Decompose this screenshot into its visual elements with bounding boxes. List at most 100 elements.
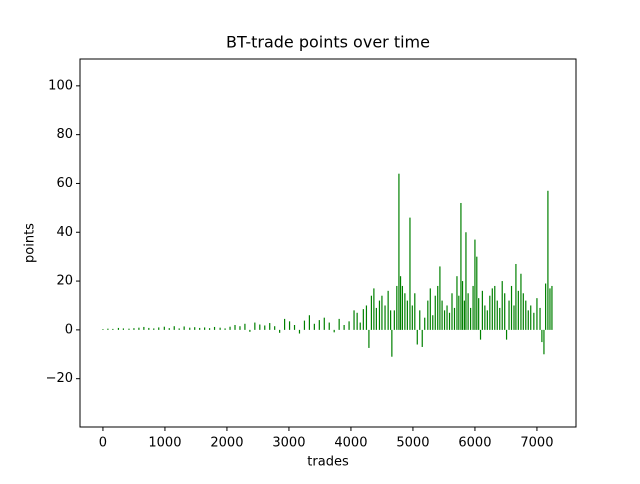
bar <box>551 285 553 330</box>
bar <box>424 317 426 330</box>
bar <box>133 328 135 330</box>
y-tick-label: 80 <box>56 127 73 142</box>
plot-frame <box>79 58 577 428</box>
bar <box>460 202 462 330</box>
bar <box>399 276 402 330</box>
x-tick-label: 0 <box>99 436 107 451</box>
chart-title: BT-trade points over time <box>226 33 430 52</box>
bar <box>539 307 541 330</box>
bar <box>545 283 547 330</box>
bar <box>458 295 460 330</box>
bar <box>472 285 474 330</box>
bar <box>501 281 503 330</box>
bar <box>504 293 506 330</box>
bar <box>244 323 246 330</box>
bar <box>173 326 175 330</box>
bar <box>356 312 358 330</box>
bar <box>303 320 306 330</box>
bar <box>491 288 493 330</box>
bar <box>107 328 109 330</box>
bar <box>308 315 310 330</box>
bar <box>112 328 114 330</box>
bar <box>470 307 472 330</box>
bar <box>204 327 206 330</box>
bar <box>343 324 345 330</box>
bar <box>323 317 325 330</box>
bar <box>224 328 226 330</box>
y-tick-label: 20 <box>56 274 73 289</box>
bar <box>515 263 517 330</box>
bar <box>525 300 527 330</box>
x-axis-label: trades <box>307 455 349 470</box>
bar <box>298 329 301 334</box>
x-tick-label: 2000 <box>210 436 243 451</box>
bar <box>456 276 458 330</box>
bar <box>478 298 480 330</box>
bar <box>199 327 201 330</box>
bar <box>479 329 482 340</box>
bar <box>409 217 411 330</box>
bar <box>333 329 335 333</box>
bar <box>234 324 236 330</box>
bar <box>547 190 549 330</box>
bar <box>427 300 429 330</box>
bar <box>513 305 515 330</box>
bar <box>153 328 155 330</box>
bar <box>481 290 483 330</box>
bar <box>208 328 211 330</box>
bar <box>499 307 501 330</box>
bar <box>168 328 170 330</box>
bar <box>489 295 491 330</box>
bar <box>279 329 281 333</box>
bar <box>396 285 398 330</box>
bar <box>370 295 372 330</box>
bar <box>328 322 330 330</box>
bar <box>362 309 364 330</box>
bar <box>368 329 370 348</box>
bar <box>527 310 529 330</box>
bar <box>284 318 286 330</box>
bar <box>474 239 476 330</box>
x-tick-label: 1000 <box>148 436 181 451</box>
bar <box>443 310 446 330</box>
bar <box>348 321 350 330</box>
bar <box>484 305 486 330</box>
bar <box>463 300 465 330</box>
bar <box>419 310 421 330</box>
y-tick-label: 40 <box>56 225 73 240</box>
bar <box>467 293 469 330</box>
bar <box>451 293 453 330</box>
bar <box>439 266 441 330</box>
bar <box>406 300 408 330</box>
x-tick-label: 4000 <box>334 436 367 451</box>
bar <box>254 322 256 330</box>
bar <box>178 328 180 330</box>
bar <box>505 329 508 340</box>
y-tick-label: 0 <box>65 322 73 337</box>
bar <box>338 318 340 330</box>
bar <box>446 305 448 330</box>
bar <box>269 323 271 330</box>
bar <box>378 300 381 330</box>
bar <box>476 256 478 330</box>
bar <box>421 329 423 347</box>
bar <box>239 326 241 330</box>
bar <box>520 273 522 330</box>
bar <box>496 300 498 330</box>
bar <box>437 285 439 330</box>
bar <box>293 324 296 330</box>
bar <box>393 310 395 330</box>
y-axis-label: points <box>23 223 38 263</box>
bar <box>365 305 368 330</box>
bar <box>461 281 464 330</box>
bar <box>264 325 266 330</box>
bar <box>274 326 276 330</box>
x-tick-label: 5000 <box>396 436 429 451</box>
bar <box>404 293 406 330</box>
bar <box>249 329 251 332</box>
bar <box>416 329 418 345</box>
bar <box>508 300 510 330</box>
y-tick-label: 60 <box>56 176 73 191</box>
